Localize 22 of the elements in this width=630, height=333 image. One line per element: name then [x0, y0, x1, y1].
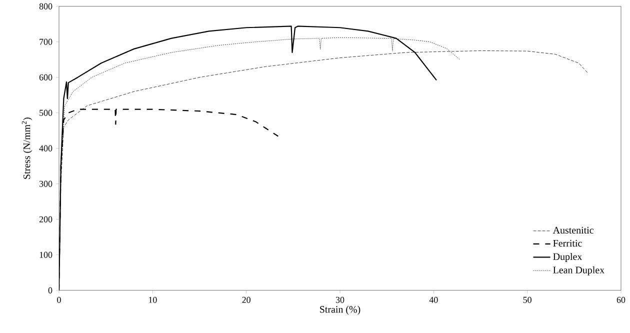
y-axis-title: Stress (N/mm$^{2}$)	[22, 117, 32, 179]
x-tick-label: 40	[429, 296, 438, 303]
y-tick-label: 500	[40, 110, 52, 116]
x-tick-label: 30	[336, 296, 344, 303]
x-tick-label: 10	[148, 296, 157, 303]
y-tick-label: 300	[39, 180, 52, 187]
legend-label: Austenitic	[552, 226, 594, 234]
x-tick-label: 50	[523, 296, 532, 303]
x-tick-label: 0	[57, 296, 61, 303]
y-tick-label: 800	[39, 3, 52, 10]
y-tick-label: 600	[39, 74, 52, 80]
x-tick-label: 60	[616, 296, 626, 303]
legend-label: Duplex	[553, 252, 582, 262]
y-tick-label: 0	[48, 287, 52, 294]
x-axis-title: Strain (%)	[320, 306, 360, 315]
y-tick-label: 100	[40, 252, 52, 258]
y-tick-label: 200	[39, 216, 52, 222]
y-tick-label: 400	[39, 145, 52, 152]
legend-label: Ferritic	[553, 240, 582, 246]
legend-label: Lean Duplex	[553, 266, 604, 276]
y-tick-label: 700	[40, 38, 52, 45]
x-tick-label: 20	[242, 296, 250, 303]
